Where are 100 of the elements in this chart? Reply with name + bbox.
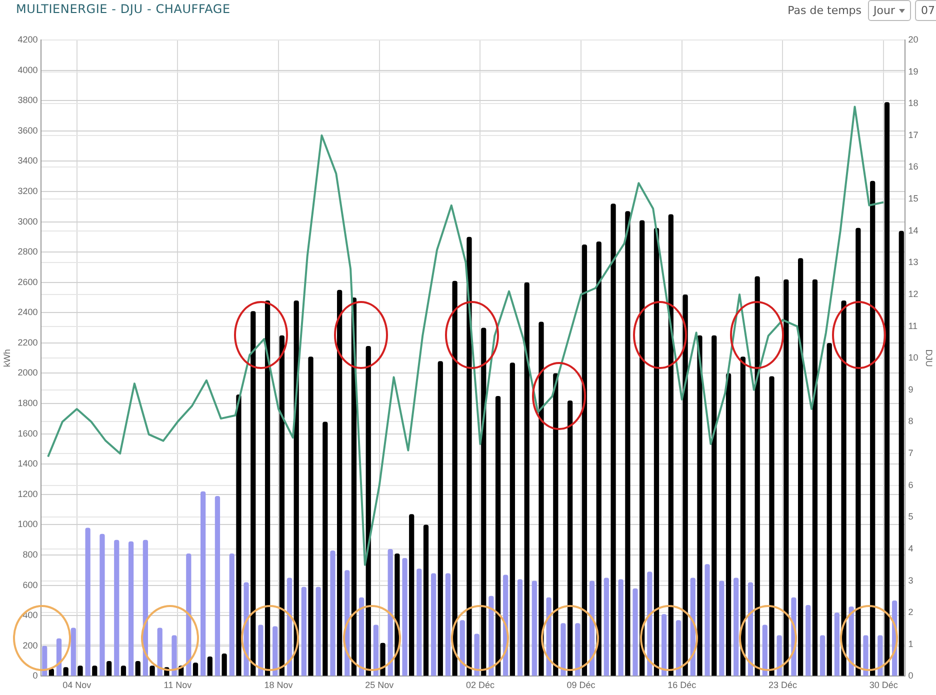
text: Jour: [874, 4, 895, 17]
y-tick-label: 1000: [18, 519, 38, 530]
bar: [466, 236, 472, 676]
bar: [856, 228, 861, 676]
y2-tick-label: 1: [908, 638, 914, 649]
bar: [640, 220, 645, 676]
bar: [604, 578, 610, 676]
bar: [200, 491, 206, 676]
x-tick-label: 30 Déc: [869, 680, 898, 690]
bar: [316, 586, 321, 676]
bar: [207, 656, 212, 676]
y2-tick-label: 8: [908, 416, 914, 426]
bar: [279, 335, 285, 676]
bar: [366, 346, 371, 676]
bar: [734, 578, 739, 676]
bar: [610, 204, 616, 676]
bar: [632, 588, 638, 676]
y-tick-label: 2600: [18, 276, 38, 287]
bar: [445, 573, 451, 676]
bar: [402, 558, 408, 676]
y-tick-label: 3400: [18, 156, 38, 166]
bar: [258, 624, 264, 676]
bar: [538, 322, 544, 676]
bar: [812, 279, 818, 676]
bar: [452, 280, 458, 676]
x-tick-label: 25 Nov: [365, 680, 394, 690]
bar: [841, 300, 846, 676]
bar: [120, 666, 126, 676]
y2-tick-label: 4: [908, 543, 914, 554]
bar: [806, 605, 811, 676]
bar: [596, 241, 602, 676]
x-tick-label: 23 Déc: [768, 680, 798, 690]
bar: [776, 635, 782, 676]
bar: [798, 258, 804, 676]
bar: [532, 580, 537, 676]
bar: [92, 666, 98, 676]
y-tick-label: 2200: [18, 337, 38, 348]
bar: [575, 623, 580, 676]
y2-tick-label: 5: [908, 512, 914, 522]
bar: [337, 290, 342, 676]
bar: [524, 282, 530, 676]
y2-tick-label: 7: [908, 448, 914, 458]
bar: [697, 335, 702, 676]
bar: [488, 596, 494, 676]
y2-tick-label: 16: [908, 162, 918, 172]
bar: [431, 573, 436, 676]
bar: [85, 528, 90, 676]
bar: [373, 624, 379, 676]
bar: [157, 628, 162, 676]
bar: [740, 356, 746, 676]
bar: [474, 634, 480, 676]
text: 07: [921, 4, 935, 17]
x-tick-label: 09 Déc: [566, 680, 596, 690]
y-tick-label: 3800: [18, 95, 38, 106]
bar: [70, 628, 76, 676]
bar: [380, 642, 386, 676]
bar: [322, 422, 328, 676]
y2-tick-label: 12: [908, 288, 918, 299]
y2-axis-title: DJU: [924, 349, 934, 367]
y-tick-label: 1400: [18, 458, 38, 469]
y-tick-label: 800: [22, 550, 38, 560]
bar: [863, 635, 868, 676]
bar: [128, 541, 134, 676]
bar: [264, 300, 270, 676]
y-tick-label: 2000: [18, 368, 38, 378]
bar: [229, 554, 234, 676]
bar: [625, 211, 630, 676]
y2-tick-label: 9: [908, 384, 914, 394]
bar: [63, 667, 68, 676]
bar: [826, 342, 832, 676]
bar: [388, 548, 393, 676]
y-tick-label: 2800: [18, 246, 38, 257]
y2-tick-label: 10: [908, 352, 918, 363]
bar: [358, 597, 364, 676]
bar: [172, 635, 177, 676]
bar: [668, 214, 674, 676]
y-tick-label: 1600: [18, 428, 38, 438]
y2-tick-label: 18: [908, 98, 918, 108]
bar: [560, 623, 566, 676]
y2-tick-label: 11: [908, 320, 918, 331]
bar: [244, 582, 249, 676]
bar: [682, 294, 688, 676]
y-tick-label: 200: [22, 640, 38, 650]
y2-tick-label: 3: [908, 575, 914, 586]
y-tick-label: 3000: [18, 216, 38, 226]
y-tick-label: 3600: [18, 125, 38, 136]
bar: [301, 586, 306, 676]
y2-tick-label: 13: [908, 257, 918, 268]
bar: [186, 554, 192, 676]
bar: [192, 662, 198, 676]
bar: [308, 356, 314, 676]
chart-title: MULTIENERGIE - DJU - CHAUFFAGE: [16, 2, 230, 16]
bar: [510, 362, 516, 676]
bar: [769, 376, 774, 676]
y2-tick-label: 15: [908, 194, 918, 204]
y2-tick-label: 14: [908, 225, 918, 236]
y2-tick-label: 6: [908, 480, 914, 490]
y2-tick-label: 2: [908, 607, 914, 618]
y2-tick-label: 19: [908, 66, 918, 76]
bar: [553, 373, 558, 676]
